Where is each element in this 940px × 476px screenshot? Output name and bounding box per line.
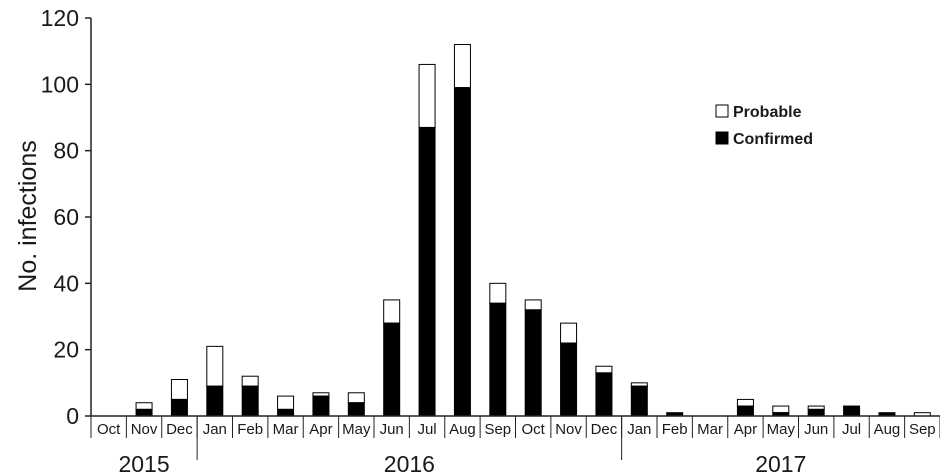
y-tick-label: 80 bbox=[53, 138, 79, 164]
x-tick-label: Feb bbox=[237, 421, 263, 438]
bar-confirmed bbox=[418, 126, 436, 417]
bar-probable bbox=[560, 322, 578, 344]
bar-confirmed bbox=[241, 385, 259, 417]
x-tick-label: Nov bbox=[555, 421, 582, 438]
bar-confirmed bbox=[807, 408, 825, 417]
bar-probable bbox=[736, 398, 754, 407]
bar-confirmed bbox=[347, 402, 365, 417]
bar-confirmed bbox=[595, 372, 613, 417]
y-tick-label: 100 bbox=[41, 71, 79, 97]
y-axis-label: No. infections bbox=[14, 140, 42, 291]
bar-probable bbox=[524, 299, 542, 311]
x-tick-label: Oct bbox=[522, 421, 546, 438]
x-tick-label: Aug bbox=[449, 421, 476, 438]
legend-swatch bbox=[715, 131, 729, 145]
x-tick-label: Sep bbox=[484, 421, 511, 438]
x-tick-label: Dec bbox=[166, 421, 193, 438]
y-tick-label: 40 bbox=[53, 270, 79, 296]
year-label: 2017 bbox=[755, 451, 806, 476]
bars-group bbox=[135, 44, 931, 417]
x-tick-label: Sep bbox=[909, 421, 936, 438]
y-tick-label: 20 bbox=[53, 337, 79, 363]
bar-probable bbox=[206, 345, 224, 387]
year-label: 2015 bbox=[118, 451, 169, 476]
x-tick-label: Nov bbox=[131, 421, 158, 438]
bar-probable bbox=[170, 379, 188, 400]
bar-probable bbox=[772, 405, 790, 414]
y-tick-label: 60 bbox=[53, 204, 79, 230]
bar-confirmed bbox=[524, 309, 542, 417]
x-axis: Oct Nov Dec Jan Feb Mar Apr May Jun Jul Aug Sep Oct N… bbox=[90, 415, 940, 476]
x-tick-label: Jun bbox=[380, 421, 404, 438]
bar-probable bbox=[277, 395, 295, 410]
bar-confirmed bbox=[453, 87, 471, 417]
bar-confirmed bbox=[135, 408, 153, 417]
bar-confirmed bbox=[170, 398, 188, 417]
bar-confirmed bbox=[312, 395, 330, 417]
legend: Probable Confirmed bbox=[715, 104, 813, 148]
legend-swatch bbox=[715, 104, 729, 118]
x-tick-label: Mar bbox=[697, 421, 723, 438]
bar-confirmed bbox=[630, 385, 648, 417]
bar-probable bbox=[418, 63, 436, 128]
x-tick-label: Jan bbox=[627, 421, 651, 438]
bar-confirmed bbox=[277, 408, 295, 417]
bar-probable bbox=[453, 44, 471, 89]
x-tick-label: May bbox=[767, 421, 796, 438]
bar-probable bbox=[135, 402, 153, 410]
bar-confirmed bbox=[736, 405, 754, 417]
x-tick-label: Jul bbox=[417, 421, 436, 438]
bar-confirmed bbox=[489, 302, 507, 417]
x-tick-label: Apr bbox=[734, 421, 757, 438]
year-label: 2016 bbox=[384, 451, 435, 476]
x-tick-label: Oct bbox=[97, 421, 121, 438]
bar-probable bbox=[241, 375, 259, 387]
bar-confirmed bbox=[843, 405, 861, 417]
x-tick-label: Jul bbox=[842, 421, 861, 438]
x-tick-label: Feb bbox=[662, 421, 688, 438]
x-tick-label: May bbox=[342, 421, 371, 438]
x-tick-label: Aug bbox=[874, 421, 901, 438]
bar-confirmed bbox=[383, 322, 401, 417]
bar-confirmed bbox=[560, 342, 578, 417]
legend-label: Confirmed bbox=[733, 131, 813, 148]
x-tick-label: Mar bbox=[273, 421, 299, 438]
x-tick-label: Apr bbox=[309, 421, 332, 438]
x-tick-label: Jan bbox=[203, 421, 227, 438]
x-tick-label: Dec bbox=[591, 421, 618, 438]
y-axis: 0 20 40 60 80 100 120 bbox=[41, 5, 92, 429]
y-tick-label: 120 bbox=[41, 5, 79, 31]
bar-probable bbox=[383, 299, 401, 324]
bar-confirmed bbox=[206, 385, 224, 417]
bar-probable bbox=[347, 392, 365, 404]
bar-probable bbox=[595, 365, 613, 374]
x-tick-label: Jun bbox=[804, 421, 828, 438]
y-tick-label: 0 bbox=[66, 403, 79, 429]
bar-probable bbox=[489, 282, 507, 304]
legend-label: Probable bbox=[733, 104, 802, 121]
